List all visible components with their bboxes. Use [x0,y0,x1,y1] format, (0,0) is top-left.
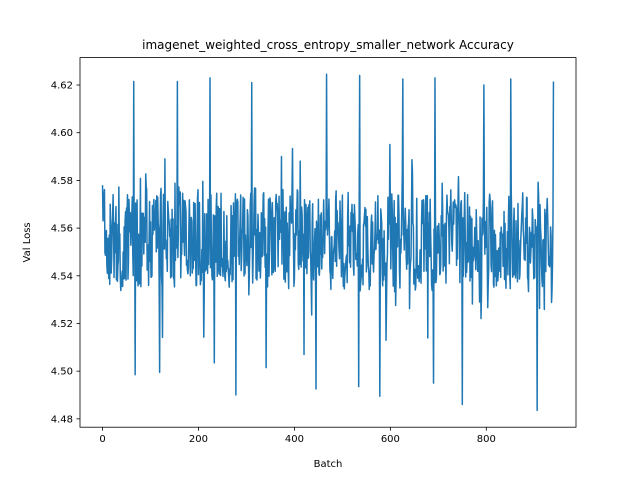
y-tick-label: 4.48 [51,414,73,425]
y-tick-label: 4.54 [51,271,73,282]
y-tick-label: 4.56 [51,224,73,235]
chart-title: imagenet_weighted_cross_entropy_smaller_… [142,38,514,52]
plot-area [101,73,555,412]
x-axis-label: Batch [314,459,343,470]
y-tick-label: 4.60 [51,128,73,139]
y-tick-label: 4.52 [51,319,73,330]
x-tick-label: 800 [477,434,496,445]
y-axis-label: Val Loss [22,222,33,262]
y-tick-label: 4.62 [51,81,73,92]
x-tick-label: 400 [285,434,304,445]
x-tick-label: 0 [99,434,105,445]
y-axis: 4.48 4.50 4.52 4.54 4.56 4.58 4.60 4.62 [51,81,80,425]
axes-frame [79,57,577,428]
x-tick-label: 200 [189,434,208,445]
series-line-val-loss [101,73,555,412]
y-tick-label: 4.58 [51,176,73,187]
y-tick-label: 4.50 [51,367,73,378]
x-axis: 0 200 400 600 800 [99,427,496,445]
x-tick-label: 600 [381,434,400,445]
